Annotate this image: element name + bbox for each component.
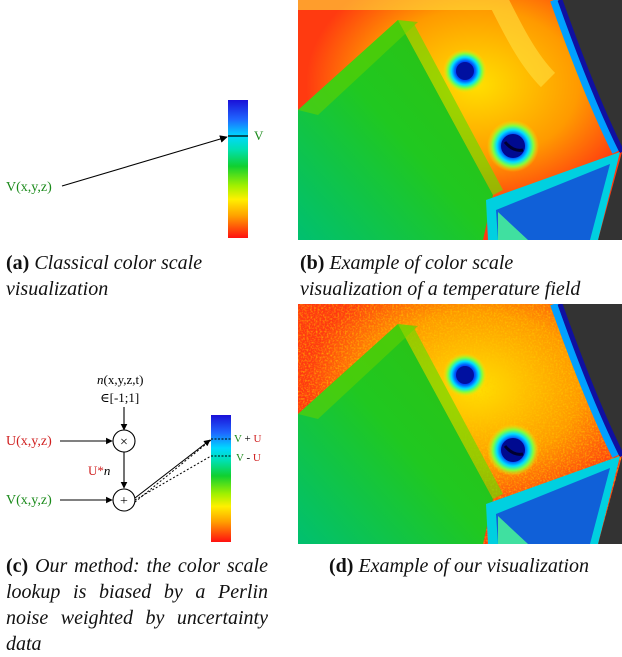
caption-d: (d) Example of our visualization bbox=[300, 553, 618, 579]
caption-a: (a) Classical color scale visualization bbox=[6, 250, 274, 302]
caption-c-text: Our method: the color scale lookup is bi… bbox=[6, 555, 268, 655]
weighted-noise-label: U*n bbox=[88, 463, 110, 478]
caption-a-label: (a) bbox=[6, 252, 30, 274]
lookup-arrow bbox=[61, 135, 228, 187]
color-scale-bar bbox=[228, 100, 248, 238]
var-label-v: V(x,y,z) bbox=[6, 180, 52, 195]
value-label: V(x,y,z) bbox=[6, 493, 52, 508]
panel-c-diagram: n(x,y,z,t) ∈[-1;1] × U(x,y,z) U*n + V(x,… bbox=[6, 372, 261, 542]
color-scale-bar-c bbox=[211, 415, 231, 542]
temperature-field-image bbox=[298, 0, 622, 240]
caption-d-label: (d) bbox=[329, 555, 354, 577]
panel-a-diagram: V V(x,y,z) bbox=[6, 100, 264, 238]
multiply-symbol: × bbox=[120, 435, 128, 450]
upper-bound-arrow bbox=[134, 439, 211, 499]
caption-c-label: (c) bbox=[6, 555, 29, 577]
caption-b: (b) Example of color scale visualization… bbox=[300, 250, 618, 302]
caption-c: (c) Our method: the color scale lookup i… bbox=[6, 553, 268, 657]
lower-bound-label: V - U bbox=[236, 452, 261, 464]
noise-range-label: ∈[-1;1] bbox=[100, 390, 139, 405]
sum-symbol: + bbox=[120, 494, 128, 509]
caption-b-label: (b) bbox=[300, 252, 325, 274]
caption-b-text: Example of color scale visualization of … bbox=[300, 252, 581, 300]
uncertainty-label: U(x,y,z) bbox=[6, 434, 52, 449]
caption-d-text: Example of our visualization bbox=[358, 555, 589, 577]
scale-label-v: V bbox=[254, 128, 264, 143]
noise-label: n(x,y,z,t) bbox=[97, 372, 143, 387]
caption-a-text: Classical color scale visualization bbox=[6, 252, 203, 300]
upper-bound-label: V + U bbox=[234, 433, 261, 445]
our-visualization-image bbox=[298, 304, 622, 544]
